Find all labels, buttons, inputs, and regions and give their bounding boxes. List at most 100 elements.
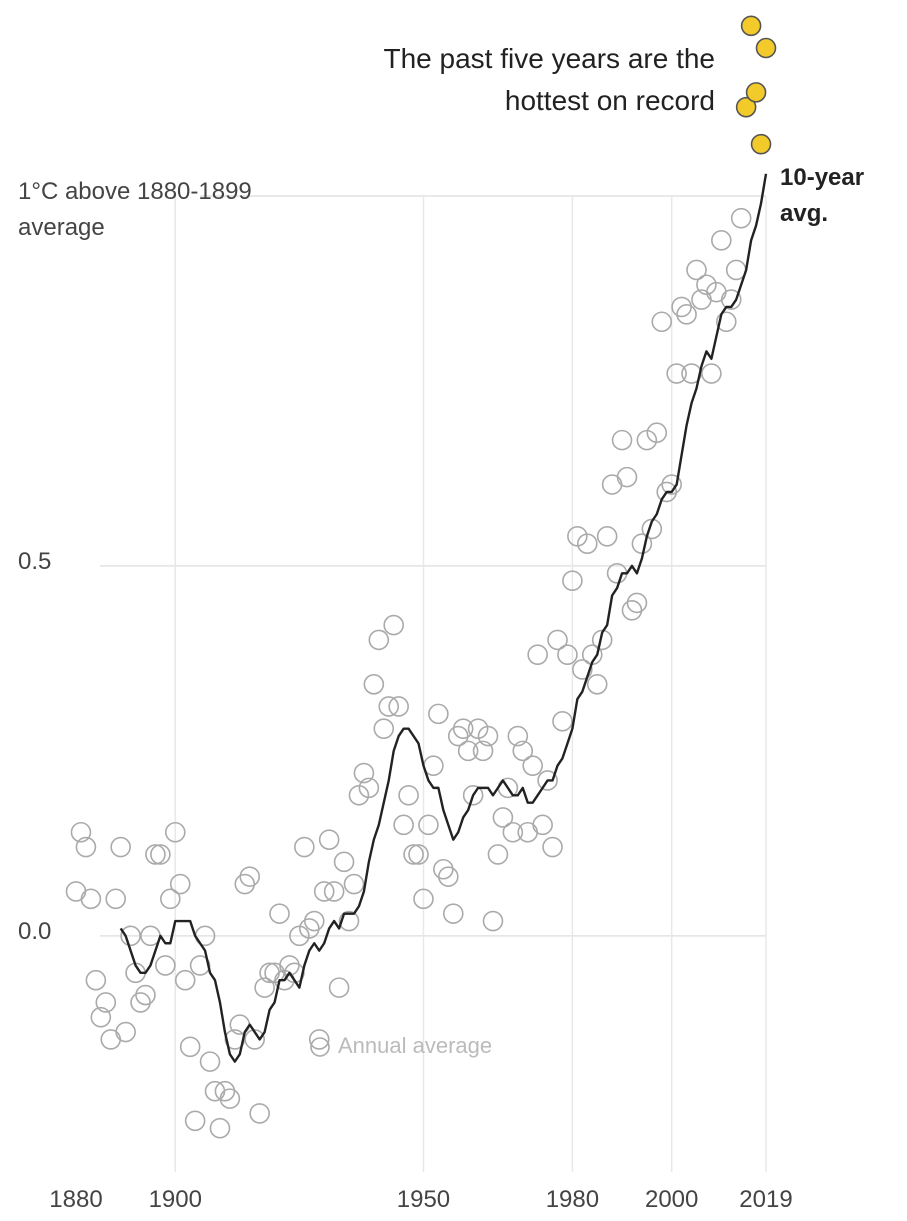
point — [303, 910, 325, 932]
point — [65, 881, 87, 902]
point — [452, 718, 474, 739]
point — [378, 696, 400, 717]
point — [90, 1006, 112, 1028]
point — [557, 644, 578, 665]
point — [686, 259, 707, 281]
point — [135, 984, 156, 1006]
point — [527, 644, 548, 665]
point — [393, 814, 414, 836]
point — [160, 888, 181, 910]
point — [85, 969, 107, 991]
line — [119, 173, 768, 1063]
point — [442, 903, 464, 924]
point — [239, 866, 261, 887]
point — [120, 925, 141, 947]
point — [318, 829, 340, 850]
point — [596, 526, 618, 547]
point — [542, 836, 563, 858]
point — [308, 1029, 330, 1050]
point — [487, 844, 509, 865]
point — [388, 696, 409, 717]
point — [418, 814, 439, 836]
point — [333, 851, 355, 873]
point — [155, 955, 176, 976]
point — [671, 296, 692, 318]
point — [626, 592, 648, 614]
y-tick-label: 1°C above 1880-1899 average — [18, 177, 252, 241]
point — [656, 481, 678, 503]
point — [363, 673, 385, 695]
point — [601, 474, 623, 495]
point — [249, 1103, 270, 1124]
point — [214, 1080, 236, 1102]
point — [572, 659, 593, 680]
point — [611, 429, 633, 451]
point — [730, 207, 752, 229]
point — [353, 762, 375, 784]
point — [576, 533, 598, 555]
point — [666, 363, 687, 384]
point — [209, 1117, 231, 1139]
point — [130, 992, 151, 1013]
highlight-point — [735, 96, 757, 118]
point — [234, 873, 256, 895]
highlight-point — [750, 133, 772, 155]
point — [537, 770, 558, 791]
point — [621, 599, 643, 621]
point — [522, 755, 543, 776]
point — [408, 844, 429, 865]
point — [169, 873, 191, 895]
point — [472, 740, 494, 762]
point — [532, 814, 553, 836]
y-tick-label: 0.5 — [18, 547, 52, 575]
point — [105, 888, 127, 910]
point — [457, 740, 479, 762]
point — [482, 910, 504, 932]
point — [507, 725, 529, 747]
point — [294, 836, 315, 858]
point — [219, 1088, 241, 1109]
point — [428, 703, 449, 725]
point — [313, 881, 335, 902]
x-tick-label: 1900 — [148, 1186, 202, 1213]
point — [701, 363, 722, 384]
point — [676, 304, 697, 325]
point — [547, 629, 568, 651]
point — [383, 614, 404, 636]
point — [720, 289, 742, 310]
point — [477, 725, 499, 747]
point — [502, 821, 524, 843]
point — [715, 311, 737, 333]
point — [616, 466, 638, 488]
legend-label: Annual average — [338, 1033, 493, 1058]
point — [328, 977, 350, 998]
point — [711, 230, 732, 251]
point — [100, 1029, 122, 1050]
point — [398, 784, 419, 806]
highlight-point — [755, 37, 777, 59]
x-tick-label: 2000 — [644, 1186, 699, 1213]
point — [75, 836, 97, 858]
highlight-point — [740, 15, 762, 37]
legend-marker — [310, 1037, 330, 1057]
point — [95, 992, 117, 1013]
point — [115, 1021, 136, 1043]
point — [433, 858, 454, 880]
point — [512, 740, 534, 762]
point — [368, 629, 390, 651]
point — [492, 807, 514, 828]
point — [199, 1051, 221, 1072]
point — [80, 888, 102, 910]
point — [447, 725, 469, 747]
x-tick-label: 2019 — [739, 1186, 793, 1213]
x-tick-label: 1980 — [545, 1186, 600, 1213]
point — [403, 844, 424, 865]
point — [562, 570, 583, 592]
point — [413, 888, 434, 910]
point — [150, 844, 171, 865]
point — [646, 422, 668, 444]
point — [661, 474, 682, 495]
point — [179, 1036, 201, 1058]
